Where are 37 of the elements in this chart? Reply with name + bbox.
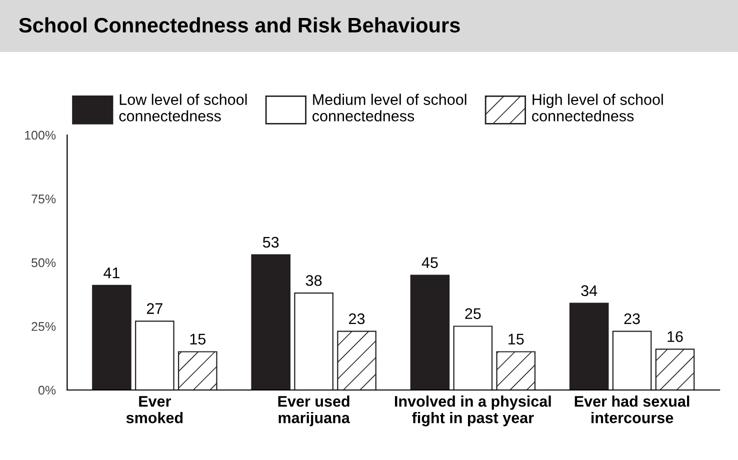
data-label: 41 xyxy=(104,268,120,278)
bar xyxy=(135,320,174,390)
data-label: 45 xyxy=(422,257,438,268)
bar xyxy=(612,330,652,390)
bar xyxy=(337,330,376,390)
data-label: 34 xyxy=(581,285,598,296)
legend-label: Low level of school connectedness xyxy=(119,94,247,122)
bar xyxy=(294,292,334,390)
bar xyxy=(92,284,132,390)
bar xyxy=(569,302,609,390)
y-tick-label: 0% xyxy=(38,386,56,395)
bar xyxy=(655,348,695,390)
legend-label: High level of school connectedness xyxy=(532,94,663,122)
bar xyxy=(251,254,290,390)
data-label: 25 xyxy=(465,308,481,320)
x-tick-label: Ever used marijuana xyxy=(278,396,350,426)
chart-title: School Connectedness and Risk Behaviours xyxy=(19,17,460,33)
data-label: 15 xyxy=(508,334,524,345)
data-label: 23 xyxy=(349,313,365,324)
bar xyxy=(178,351,218,390)
bar xyxy=(453,326,493,390)
data-label: 15 xyxy=(190,334,206,345)
y-tick-label: 25% xyxy=(32,322,56,331)
y-tick-label: 50% xyxy=(32,258,56,268)
data-label: 16 xyxy=(668,331,683,342)
bar xyxy=(410,274,450,390)
legend-label: Medium level of school connectedness xyxy=(312,94,466,122)
bar xyxy=(496,351,536,390)
y-tick-label: 75% xyxy=(32,194,56,204)
x-tick-label: Ever had sexual intercourse xyxy=(574,396,690,424)
data-label: 27 xyxy=(146,303,162,314)
data-label: 53 xyxy=(262,236,279,248)
x-tick-label: Involved in a physical fight in past year xyxy=(394,396,551,426)
x-tick-label: Ever smoked xyxy=(126,396,183,424)
y-tick-label: 100% xyxy=(25,130,56,140)
data-label: 23 xyxy=(624,313,640,324)
data-label: 38 xyxy=(306,275,322,286)
